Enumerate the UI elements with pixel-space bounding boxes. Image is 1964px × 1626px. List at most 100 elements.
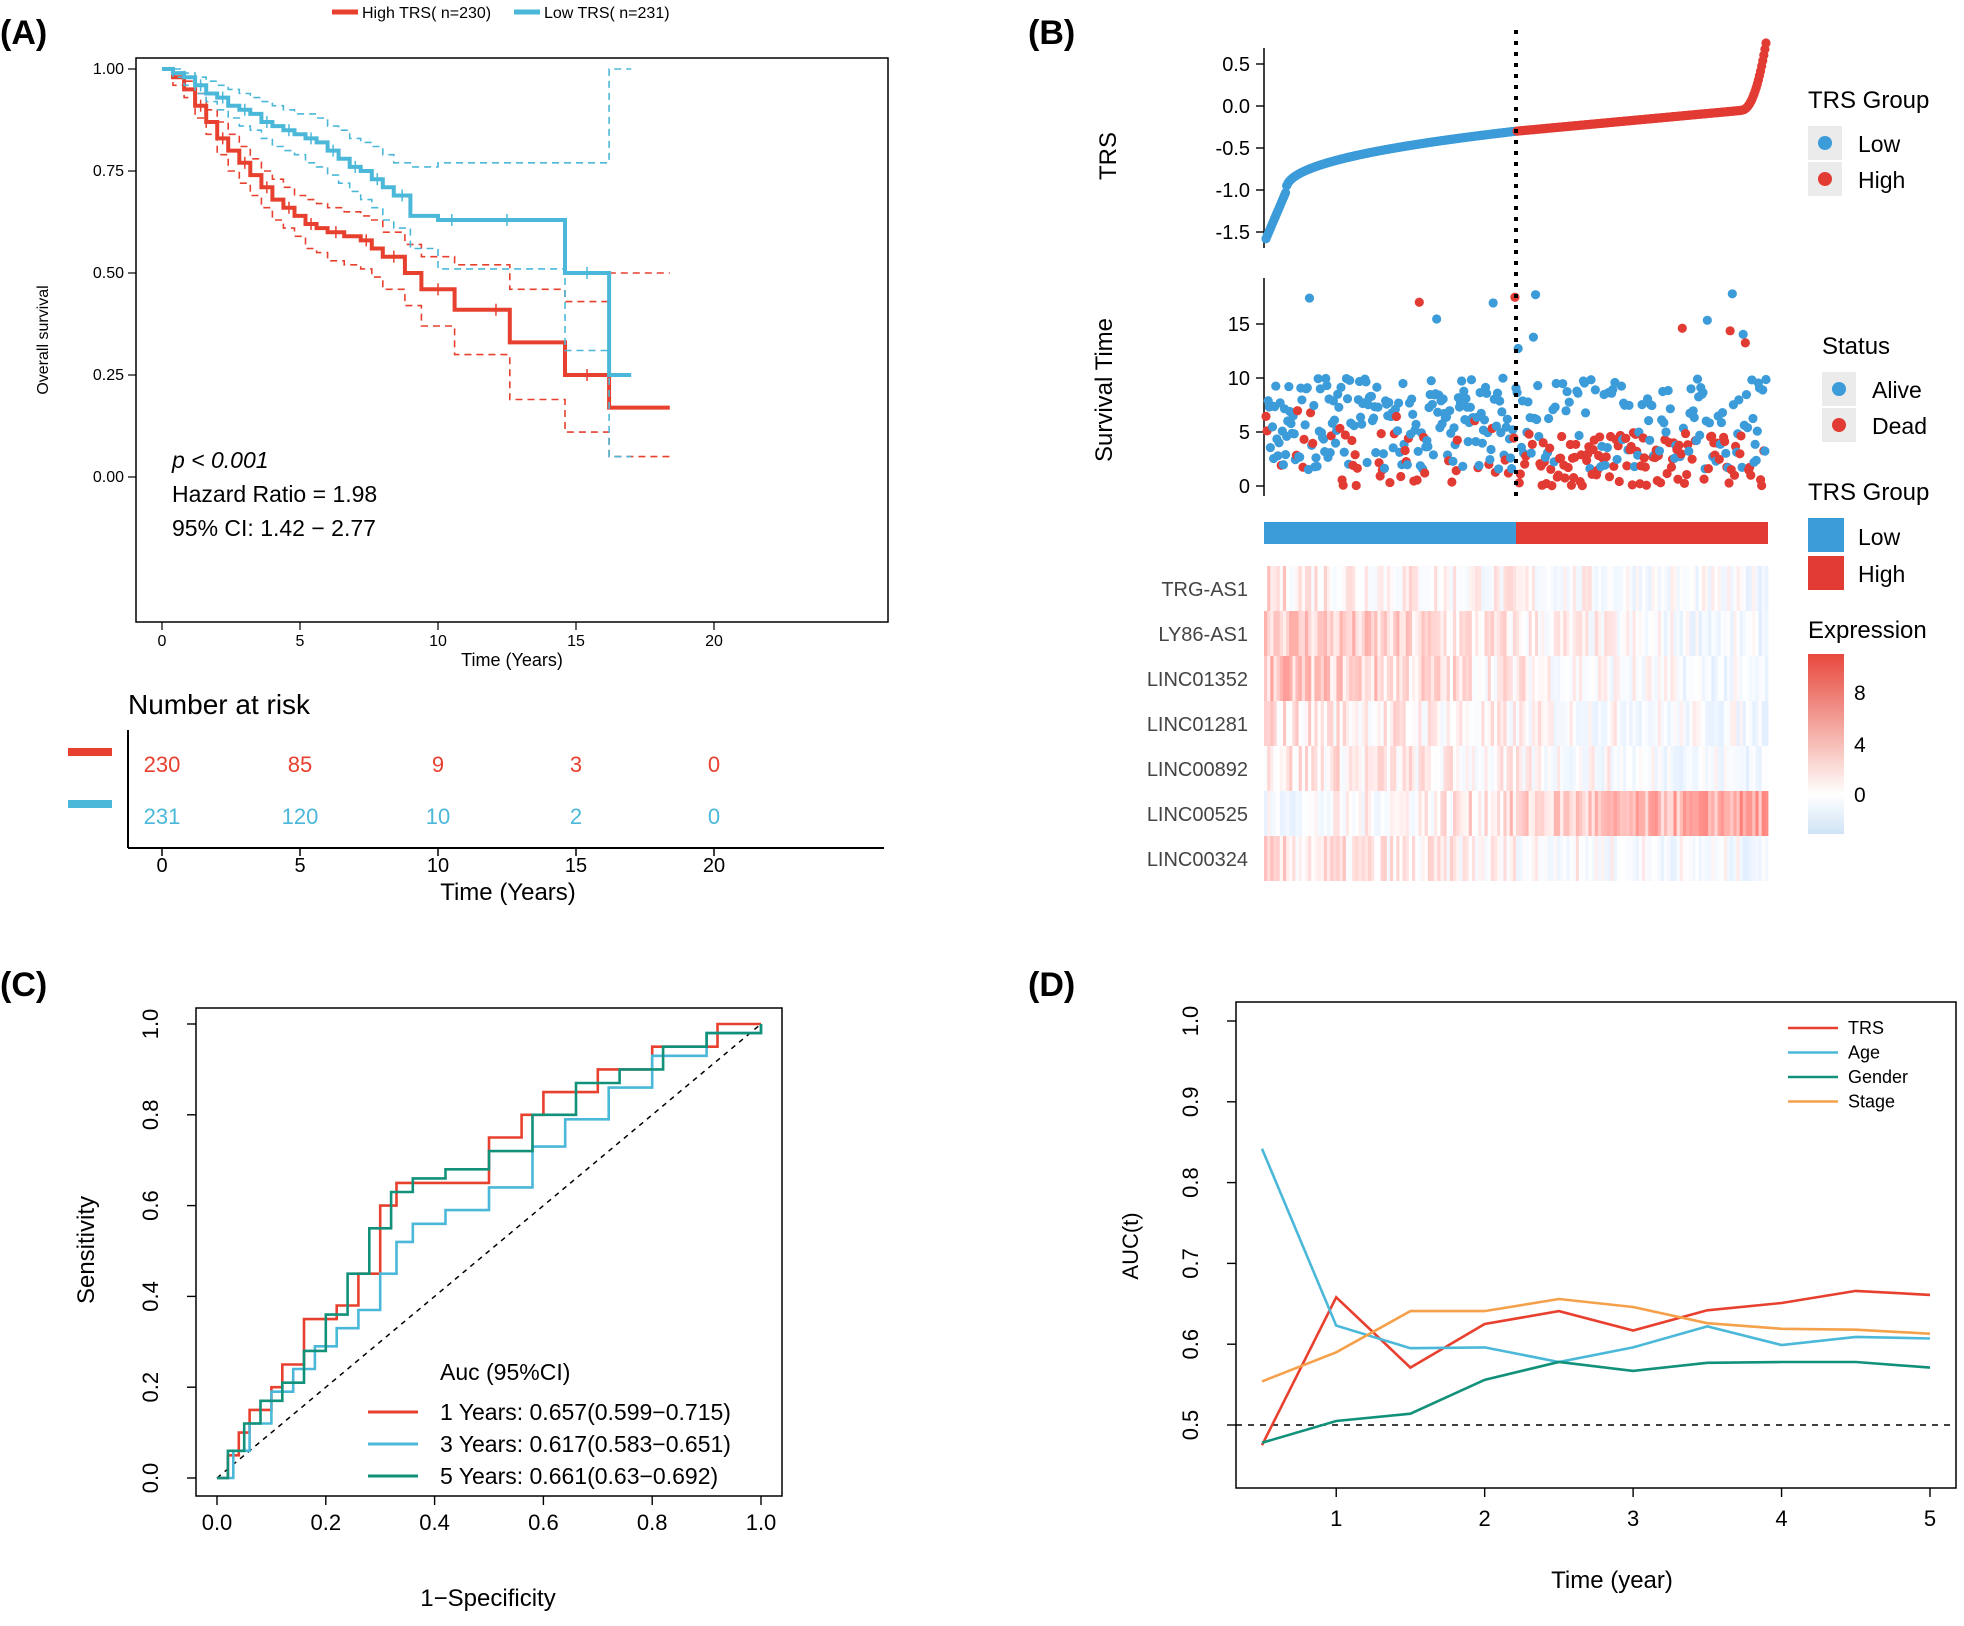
risk-cell: 120	[282, 804, 319, 829]
heatmap-cell	[1701, 611, 1706, 656]
heatmap-cell	[1393, 836, 1397, 881]
heatmap-cell	[1509, 746, 1514, 791]
heatmap-cell	[1686, 566, 1690, 611]
heatmap-cell	[1667, 701, 1671, 746]
legend-expression-title: Expression	[1808, 617, 1927, 644]
heatmap-cell	[1679, 836, 1684, 881]
heatmap-cell	[1673, 566, 1678, 611]
roc-x-tick-label: 1.0	[746, 1510, 777, 1535]
survival-point-dead	[1736, 431, 1746, 441]
survival-point-alive	[1751, 455, 1761, 465]
heatmap-cell	[1585, 701, 1589, 746]
heatmap-cell	[1516, 791, 1520, 836]
heatmap-cell	[1493, 701, 1498, 746]
heatmap-cell	[1487, 746, 1492, 791]
heatmap-cell	[1317, 656, 1322, 701]
heatmap-cell	[1342, 611, 1347, 656]
heatmap-cell	[1651, 701, 1655, 746]
heatmap-cell	[1623, 791, 1627, 836]
survival-point-alive	[1637, 400, 1647, 410]
survival-point-dead	[1340, 430, 1350, 440]
heatmap-cell	[1371, 746, 1375, 791]
heatmap-cell	[1601, 791, 1605, 836]
survival-point-alive	[1398, 378, 1408, 389]
heatmap-cell	[1289, 746, 1293, 791]
auc-y-tick-label: 1.0	[1178, 1006, 1203, 1037]
heatmap-cell	[1465, 611, 1470, 656]
survival-point-alive	[1494, 464, 1504, 474]
heatmap-cell	[1408, 791, 1413, 836]
heatmap-cell	[1739, 566, 1744, 611]
heatmap-cell	[1295, 791, 1300, 836]
panel-a-km-plot: High TRS( n=230) Low TRS( n=231) Overall…	[35, 5, 889, 670]
heatmap-cell	[1654, 746, 1659, 791]
heatmap-cell	[1408, 836, 1413, 881]
heatmap-cell	[1569, 746, 1574, 791]
heatmap-cell	[1711, 791, 1715, 836]
heatmap-cell	[1408, 656, 1413, 701]
heatmap-cell	[1497, 611, 1501, 656]
heatmap-cell	[1720, 791, 1725, 836]
heatmap-cell	[1352, 791, 1356, 836]
heatmap-cell	[1304, 791, 1309, 836]
heatmap-cell	[1632, 611, 1637, 656]
survival-point-alive	[1366, 391, 1377, 401]
auc-x-axis-label: Time (year)	[1551, 1567, 1673, 1594]
heatmap-cell	[1566, 746, 1570, 791]
survival-point-alive	[1426, 376, 1436, 386]
roc-legend-title: Auc (95%CI)	[440, 1359, 570, 1385]
survival-point-alive	[1551, 378, 1561, 389]
heatmap-cell	[1657, 746, 1662, 791]
heatmap-cell	[1651, 791, 1655, 836]
heatmap-cell	[1430, 611, 1435, 656]
heatmap-cell	[1556, 701, 1561, 746]
heatmap-cell	[1503, 791, 1507, 836]
heatmap-cell	[1588, 656, 1592, 701]
survival-y-tick-label: 10	[1228, 368, 1250, 390]
heatmap-cell	[1333, 656, 1337, 701]
roc-plot-frame	[195, 1007, 783, 1497]
heatmap-cell	[1311, 836, 1315, 881]
survival-point-alive	[1502, 414, 1512, 424]
heatmap-cell	[1553, 566, 1558, 611]
heatmap-cell	[1730, 836, 1734, 881]
heatmap-cell	[1742, 701, 1747, 746]
heatmap-cell	[1755, 701, 1759, 746]
heatmap-cell	[1531, 746, 1536, 791]
survival-point-dead	[1555, 453, 1566, 463]
heatmap-cell	[1569, 701, 1574, 746]
heatmap-cell	[1601, 566, 1605, 611]
roc-y-tick-label: 0.2	[138, 1372, 163, 1403]
heatmap-cell	[1506, 746, 1511, 791]
heatmap-cell	[1635, 836, 1640, 881]
survival-point-alive	[1463, 437, 1473, 447]
risk-cell: 0	[708, 752, 720, 777]
heatmap-cell	[1475, 611, 1479, 656]
survival-point-dead	[1396, 471, 1406, 482]
heatmap-cell	[1314, 746, 1318, 791]
heatmap-cell	[1594, 566, 1599, 611]
group-bar-high	[1516, 522, 1768, 544]
heatmap-cell	[1698, 611, 1703, 656]
heatmap-cell	[1723, 611, 1728, 656]
heatmap-cell	[1490, 656, 1495, 701]
heatmap-cell	[1301, 611, 1306, 656]
heatmap-cell	[1330, 611, 1334, 656]
heatmap-cell	[1402, 656, 1407, 701]
heatmap-cell	[1610, 791, 1615, 836]
risk-cell: 3	[570, 752, 582, 777]
survival-point-alive	[1612, 454, 1622, 465]
heatmap-cell	[1308, 566, 1312, 611]
trs-point	[1761, 38, 1771, 48]
risk-table-x-axis-label: Time (Years)	[440, 879, 576, 906]
roc-x-tick-label: 0.0	[202, 1510, 233, 1535]
heatmap-cell	[1437, 791, 1441, 836]
heatmap-cell	[1462, 611, 1466, 656]
survival-point-dead	[1622, 461, 1632, 471]
gene-label: TRG-AS1	[1161, 579, 1248, 601]
heatmap-cell	[1585, 791, 1589, 836]
heatmap-cell	[1339, 746, 1344, 791]
roc-axis-ticks: 0.0 0.2 0.4 0.6 0.8 1.0 0.0 0.2 0.4 0.6 0.8 1.0	[138, 1009, 776, 1535]
survival-point-alive	[1482, 388, 1492, 398]
heatmap-cell	[1361, 746, 1366, 791]
